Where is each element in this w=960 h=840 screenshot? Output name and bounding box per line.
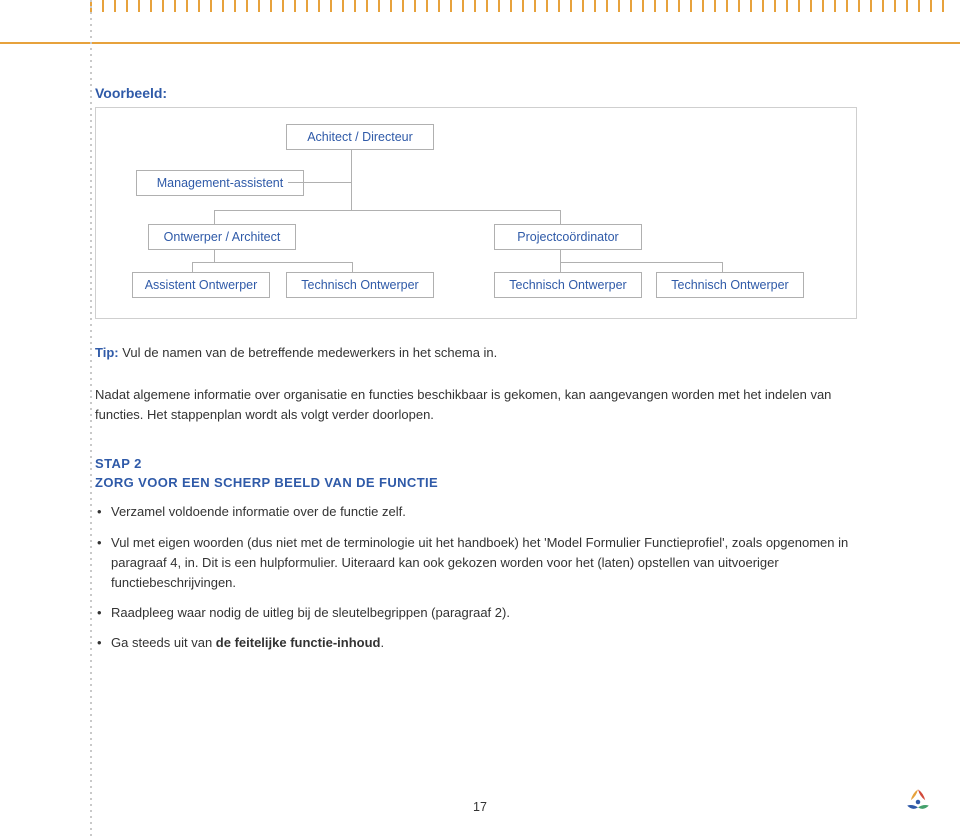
example-label: Voorbeeld:	[95, 85, 895, 101]
org-chart-panel: Achitect / Directeur Management-assisten…	[95, 107, 857, 319]
bullet-text-pre: Ga steeds uit van	[111, 635, 216, 650]
footer-logo-icon	[900, 784, 936, 820]
org-node-assistant: Management-assistent	[136, 170, 304, 196]
list-item: Raadpleeg waar nodig de uitleg bij de sl…	[95, 603, 855, 623]
horizontal-rule	[0, 42, 960, 44]
list-item: Vul met eigen woorden (dus niet met de t…	[95, 533, 855, 593]
org-line	[192, 262, 352, 263]
org-line	[560, 250, 561, 262]
page-number: 17	[0, 800, 960, 814]
org-line	[288, 182, 351, 183]
org-node-leaf1: Assistent Ontwerper	[132, 272, 270, 298]
bullet-text-post: .	[380, 635, 384, 650]
left-dotted-guide	[90, 0, 92, 840]
step-number: STAP 2	[95, 456, 142, 471]
tip-label: Tip:	[95, 345, 119, 360]
org-node-right: Projectcoördinator	[494, 224, 642, 250]
org-node-leaf2: Technisch Ontwerper	[286, 272, 434, 298]
intro-paragraph: Nadat algemene informatie over organisat…	[95, 385, 855, 425]
org-line	[352, 262, 353, 272]
org-line	[722, 262, 723, 272]
tip-text: Vul de namen van de betreffende medewerk…	[122, 345, 497, 360]
top-tick-strip	[90, 0, 950, 12]
org-node-leaf4: Technisch Ontwerper	[656, 272, 804, 298]
org-line	[214, 210, 560, 211]
org-node-root: Achitect / Directeur	[286, 124, 434, 150]
tip-line: Tip: Vul de namen van de betreffende med…	[95, 343, 895, 363]
list-item: Verzamel voldoende informatie over de fu…	[95, 502, 855, 522]
org-line	[560, 262, 722, 263]
org-line	[214, 210, 215, 224]
step-heading: STAP 2 ZORG VOOR EEN SCHERP BEELD VAN DE…	[95, 455, 895, 493]
org-line	[192, 262, 193, 272]
org-node-left: Ontwerper / Architect	[148, 224, 296, 250]
step-bullet-list: Verzamel voldoende informatie over de fu…	[95, 502, 855, 653]
org-line	[560, 262, 561, 272]
org-node-leaf3: Technisch Ontwerper	[494, 272, 642, 298]
page-content: Voorbeeld: Achitect / Directeur Manageme…	[95, 85, 895, 663]
step-title: ZORG VOOR EEN SCHERP BEELD VAN DE FUNCTI…	[95, 475, 438, 490]
org-line	[214, 250, 215, 262]
org-line	[351, 150, 352, 210]
list-item: Ga steeds uit van de feitelijke functie-…	[95, 633, 855, 653]
org-line	[560, 210, 561, 224]
bullet-text-bold: de feitelijke functie-inhoud	[216, 635, 381, 650]
